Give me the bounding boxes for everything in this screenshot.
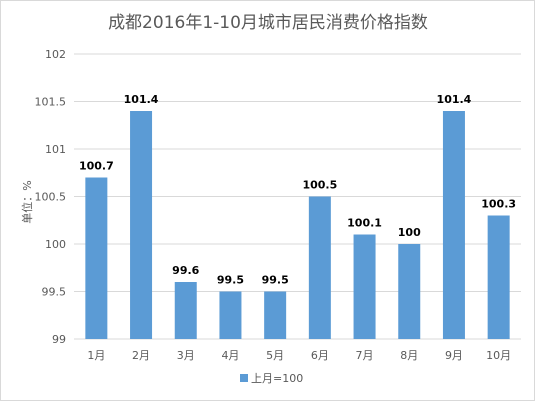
y-tick-label: 99.5	[42, 286, 67, 299]
y-tick-label: 99	[52, 333, 66, 346]
data-label: 100.7	[79, 160, 114, 173]
legend-swatch	[240, 374, 248, 382]
bar	[487, 215, 510, 339]
data-label: 99.5	[262, 274, 289, 287]
x-tick-label: 5月	[266, 349, 284, 362]
data-label: 100.5	[302, 179, 337, 192]
x-tick-label: 4月	[221, 349, 239, 362]
y-tick-label: 100	[45, 238, 66, 251]
y-axis-ticks: 99 99.5 100 100.5 101 101.5 102	[35, 48, 67, 346]
bar	[219, 291, 242, 339]
x-tick-label: 7月	[356, 349, 374, 362]
legend: 上月=100	[240, 372, 303, 385]
x-tick-label: 3月	[177, 349, 195, 362]
x-tick-label: 10月	[486, 349, 511, 362]
x-tick-label: 9月	[445, 349, 463, 362]
data-label: 101.4	[437, 93, 472, 106]
data-label: 100.1	[347, 217, 382, 230]
bar	[398, 244, 421, 339]
bar	[264, 291, 287, 339]
data-label: 101.4	[124, 93, 159, 106]
y-tick-label: 101	[45, 143, 66, 156]
x-axis-ticks: 1月 2月 3月 4月 5月 6月 7月 8月 9月 10月	[87, 349, 511, 362]
data-label: 100.3	[481, 198, 516, 211]
legend-label: 上月=100	[251, 372, 303, 385]
data-label: 99.6	[172, 264, 199, 277]
bar	[442, 111, 465, 339]
y-tick-label: 101.5	[35, 96, 67, 109]
y-tick-label: 100.5	[35, 191, 67, 204]
data-label: 99.5	[217, 274, 244, 287]
x-tick-label: 8月	[400, 349, 418, 362]
bar	[174, 282, 197, 339]
data-label: 100	[398, 226, 421, 239]
bar	[308, 196, 331, 339]
x-tick-label: 6月	[311, 349, 329, 362]
data-labels: 100.7 101.4 99.6 99.5 99.5 100.5 100.1 100 101.4…	[79, 93, 516, 287]
chart-title: 成都2016年1-10月城市居民消费价格指数	[108, 13, 428, 33]
bar	[130, 111, 153, 339]
x-tick-label: 2月	[132, 349, 150, 362]
bar	[85, 177, 108, 339]
y-tick-label: 102	[45, 48, 66, 61]
bars	[85, 111, 510, 339]
x-tick-label: 1月	[87, 349, 105, 362]
bar	[353, 234, 376, 339]
y-axis-label: 单位：%	[20, 180, 34, 223]
